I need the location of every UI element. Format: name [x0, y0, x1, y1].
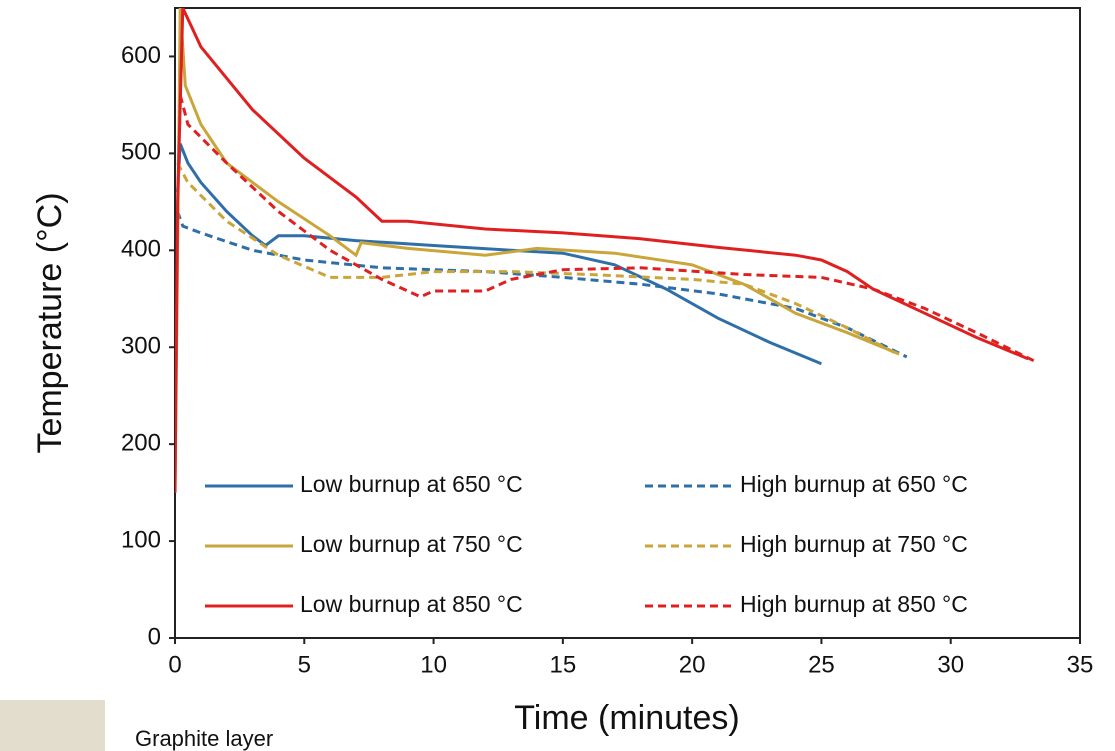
- x-tick-label: 30: [937, 651, 964, 678]
- legend-label: Low burnup at 650 °C: [300, 471, 523, 497]
- legend-label: Low burnup at 750 °C: [300, 531, 523, 557]
- series-line: [178, 94, 1037, 364]
- x-tick-label: 25: [808, 651, 835, 678]
- legend-label: High burnup at 850 °C: [740, 591, 968, 617]
- y-tick-label: 0: [148, 623, 161, 650]
- legend-label: High burnup at 750 °C: [740, 531, 968, 557]
- x-tick-label: 35: [1067, 651, 1094, 678]
- x-tick-label: 20: [679, 651, 706, 678]
- y-axis-label: Temperature (°C): [31, 192, 69, 453]
- series-line: [175, 8, 1029, 493]
- graphite-swatch: [0, 700, 105, 751]
- legend-label: Low burnup at 850 °C: [300, 591, 523, 617]
- y-tick-label: 300: [121, 333, 161, 360]
- plot-frame: [174, 7, 1081, 639]
- x-tick-label: 15: [550, 651, 577, 678]
- x-axis-label: Time (minutes): [514, 699, 739, 737]
- x-tick-label: 0: [168, 651, 181, 678]
- series-line: [176, 162, 900, 357]
- y-tick-label: 400: [121, 236, 161, 263]
- caption: Graphite layer: [135, 726, 273, 751]
- x-tick-label: 10: [420, 651, 447, 678]
- y-tick-label: 600: [121, 42, 161, 69]
- series-line: [176, 143, 822, 366]
- x-tick-label: 5: [298, 651, 311, 678]
- series-line: [175, 8, 900, 493]
- y-tick-label: 500: [121, 139, 161, 166]
- y-tick-label: 100: [121, 526, 161, 553]
- legend-label: High burnup at 650 °C: [740, 471, 968, 497]
- y-tick-label: 200: [121, 429, 161, 456]
